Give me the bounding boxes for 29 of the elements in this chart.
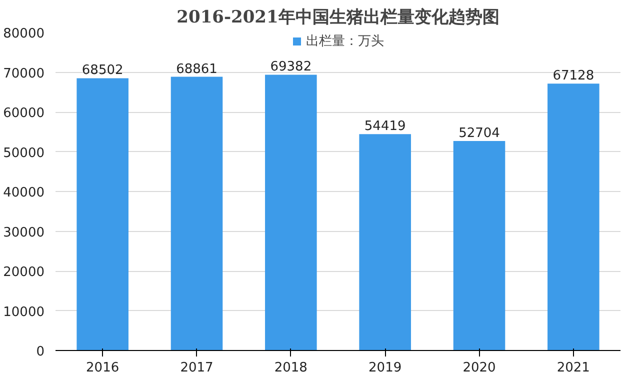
y-tick-label: 20000 <box>3 265 45 280</box>
data-label: 54419 <box>364 119 406 134</box>
y-tick-label: 50000 <box>3 146 45 161</box>
x-tick-label: 2021 <box>556 360 590 374</box>
chart-title: 2016-2021年中国生猪出栏量变化趋势图 <box>176 8 500 28</box>
y-tick-label: 70000 <box>3 66 45 82</box>
y-tick-label: 60000 <box>3 106 45 121</box>
y-tick-label: 80000 <box>3 26 45 42</box>
x-tick-label: 2017 <box>180 360 214 374</box>
x-tick-label: 2020 <box>462 360 496 374</box>
legend-label: 出栏量：万头 <box>306 32 384 50</box>
bar <box>453 141 506 350</box>
y-tick-label: 10000 <box>3 304 45 320</box>
bar <box>76 78 128 350</box>
bar <box>265 74 317 350</box>
data-label: 69382 <box>270 60 312 75</box>
data-label: 68861 <box>176 62 218 77</box>
y-tick-label: 40000 <box>3 186 45 200</box>
data-label: 52704 <box>458 126 500 141</box>
data-label: 68502 <box>82 63 124 78</box>
bar <box>548 84 600 350</box>
x-tick-label: 2019 <box>368 360 402 374</box>
bar <box>170 76 223 350</box>
data-label: 67128 <box>552 68 594 84</box>
bar <box>359 134 411 350</box>
y-tick-label: 0 <box>36 344 45 360</box>
x-tick-label: 2018 <box>274 360 308 374</box>
x-tick-label: 2016 <box>86 360 120 374</box>
y-tick-label: 30000 <box>3 225 45 240</box>
